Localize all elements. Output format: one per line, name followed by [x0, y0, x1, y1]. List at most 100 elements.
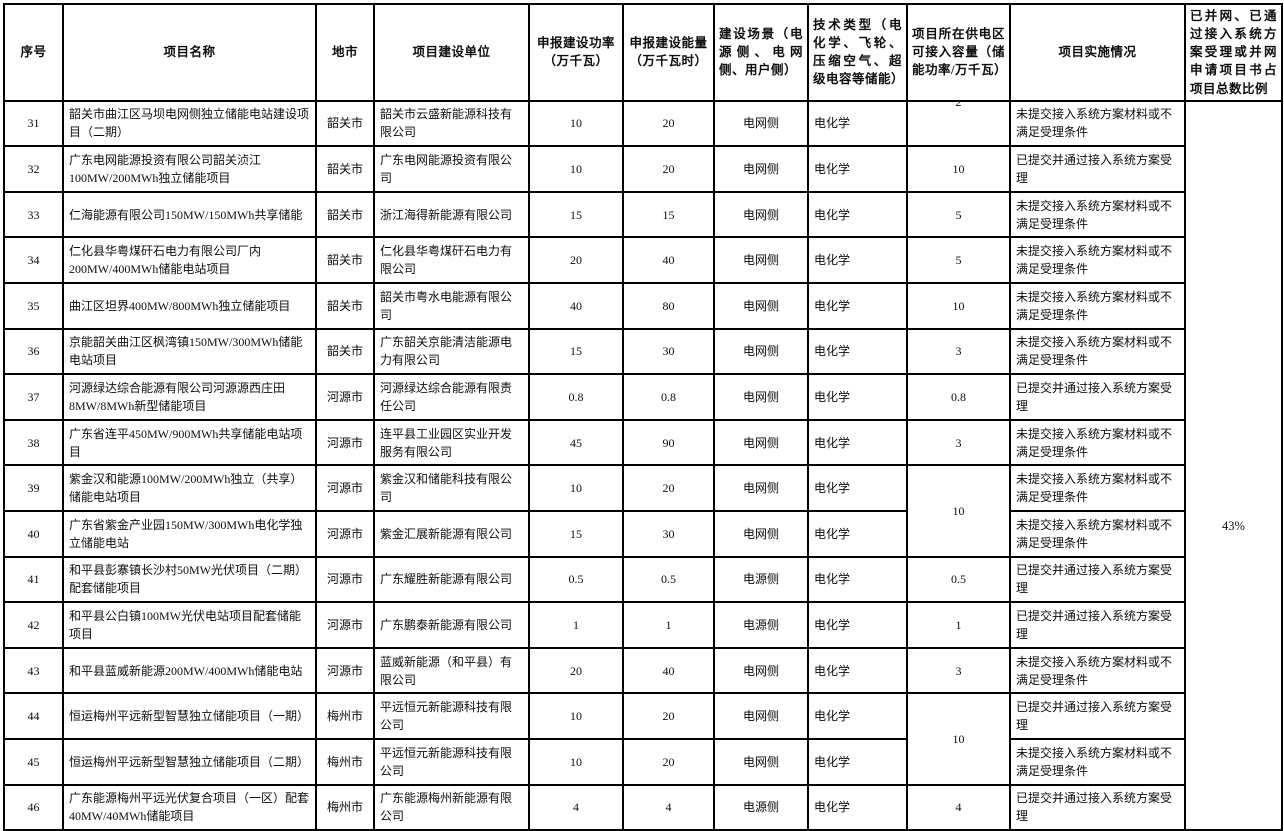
energy-cell: 20	[622, 692, 715, 740]
tech-type-cell: 电化学	[807, 190, 908, 239]
scenario-cell: 电源侧	[713, 555, 809, 604]
status-cell: 已提交并通过接入系统方案受理	[1009, 373, 1186, 421]
status-cell: 未提交接入系统方案材料或不满足受理条件	[1009, 99, 1186, 148]
table-row: 38 广东省连平450MW/900MWh共享储能电站项目 河源市 连平县工业园区实业开…	[3, 418, 1282, 467]
tech-type-cell: 电化学	[807, 373, 908, 421]
table-header: 序号 项目名称 地市 项目建设单位 申报建设功率（万千瓦） 申报建设能量（万千瓦…	[3, 3, 1283, 102]
power-cell: 10	[528, 464, 624, 512]
tech-type-cell: 电化学	[807, 646, 908, 695]
scenario-cell: 电源侧	[713, 783, 809, 831]
energy-cell: 90	[622, 418, 715, 467]
energy-cell: 20	[622, 464, 715, 512]
table-row: 33 仁海能源有限公司150MW/150MWh共享储能 韶关市 浙江海得新能源有限公司…	[3, 190, 1282, 239]
tech-type-cell: 电化学	[807, 464, 908, 512]
city-cell: 梅州市	[315, 737, 375, 786]
company-cell: 浙江海得新能源有限公司	[373, 190, 530, 239]
status-cell: 已提交并通过接入系统方案受理	[1009, 692, 1186, 740]
table-row: 36 京能韶关曲江区枫湾镇150MW/300MWh储能电站项目 韶关市 广东韶关京能清…	[3, 327, 1282, 376]
city-cell: 河源市	[315, 646, 375, 695]
serial-cell: 35	[3, 282, 64, 330]
company-cell: 广东能源梅州新能源有限公司	[373, 783, 530, 831]
table-row: 46 广东能源梅州平远光伏复合项目（一区）配套40MW/40MWh储能项目 梅州市广…	[3, 783, 1282, 831]
power-cell: 0.8	[528, 373, 624, 421]
project-name-cell: 仁海能源有限公司150MW/150MWh共享储能	[62, 190, 317, 239]
capacity-cell: 1	[906, 601, 1011, 649]
serial-cell: 44	[3, 692, 64, 740]
city-cell: 河源市	[315, 373, 375, 421]
energy-cell: 40	[622, 646, 715, 695]
scenario-cell: 电网侧	[713, 236, 809, 284]
project-name-cell: 广东省连平450MW/900MWh共享储能电站项目	[62, 418, 317, 467]
tech-type-cell: 电化学	[807, 692, 908, 740]
company-cell: 仁化县华粤煤矸石电力有限公司	[373, 236, 530, 284]
serial-cell: 42	[3, 601, 64, 649]
tech-type-cell: 电化学	[807, 282, 908, 330]
city-cell: 河源市	[315, 464, 375, 512]
project-name-cell: 广东电网能源投资有限公司韶关浈江100MW/200MWh独立储能项目	[62, 145, 317, 193]
project-name-cell: 广东能源梅州平远光伏复合项目（一区）配套40MW/40MWh储能项目	[62, 783, 317, 831]
clipped-carryover-value: 2	[955, 101, 962, 109]
project-name-cell: 紫金汉和能源100MW/200MWh独立（共享）储能电站项目	[62, 464, 317, 512]
scenario-cell: 电网侧	[713, 509, 809, 558]
serial-cell: 39	[3, 464, 64, 512]
city-cell: 韶关市	[315, 327, 375, 376]
project-name-cell: 和平县蓝威新能源200MW/400MWh储能电站	[62, 646, 317, 695]
status-cell: 已提交并通过接入系统方案受理	[1009, 555, 1186, 604]
company-cell: 平远恒元新能源科技有限公司	[373, 692, 530, 740]
col-header-energy: 申报建设能量（万千瓦时）	[622, 3, 715, 102]
scenario-cell: 电网侧	[713, 692, 809, 740]
city-cell: 韶关市	[315, 282, 375, 330]
status-cell: 未提交接入系统方案材料或不满足受理条件	[1009, 418, 1186, 467]
city-cell: 韶关市	[315, 190, 375, 239]
grid-ratio-cell: 43%	[1184, 99, 1283, 831]
company-cell: 韶关市云盛新能源科技有限公司	[373, 99, 530, 148]
city-cell: 河源市	[315, 509, 375, 558]
tech-type-cell: 电化学	[807, 737, 908, 786]
capacity-cell: 10	[906, 692, 1011, 786]
energy-cell: 1	[622, 601, 715, 649]
energy-storage-project-table: 序号 项目名称 地市 项目建设单位 申报建设功率（万千瓦） 申报建设能量（万千瓦…	[3, 3, 1283, 831]
serial-cell: 36	[3, 327, 64, 376]
company-cell: 平远恒元新能源科技有限公司	[373, 737, 530, 786]
table-row: 43 和平县蓝威新能源200MW/400MWh储能电站 河源市 蓝威新能源（和平县）有…	[3, 646, 1282, 695]
capacity-cell: 5	[906, 236, 1011, 284]
power-cell: 40	[528, 282, 624, 330]
city-cell: 梅州市	[315, 783, 375, 831]
scenario-cell: 电网侧	[713, 737, 809, 786]
table-row: 39 紫金汉和能源100MW/200MWh独立（共享）储能电站项目 河源市 紫金汉和储…	[3, 464, 1282, 558]
status-cell: 未提交接入系统方案材料或不满足受理条件	[1009, 464, 1186, 512]
status-cell: 未提交接入系统方案材料或不满足受理条件	[1009, 282, 1186, 330]
serial-cell: 34	[3, 236, 64, 284]
city-cell: 梅州市	[315, 692, 375, 740]
capacity-cell: 3	[906, 327, 1011, 376]
capacity-cell: 3	[906, 646, 1011, 695]
serial-cell: 43	[3, 646, 64, 695]
project-name-cell: 曲江区坦界400MW/800MWh独立储能项目	[62, 282, 317, 330]
capacity-cell: 10	[906, 282, 1011, 330]
status-cell: 未提交接入系统方案材料或不满足受理条件	[1009, 646, 1186, 695]
col-header-scenario: 建设场景（电源侧、电网侧、用户侧）	[713, 3, 809, 102]
tech-type-cell: 电化学	[807, 601, 908, 649]
status-cell: 未提交接入系统方案材料或不满足受理条件	[1009, 737, 1186, 786]
company-cell: 广东韶关京能清洁能源电力有限公司	[373, 327, 530, 376]
city-cell: 河源市	[315, 418, 375, 467]
status-cell: 未提交接入系统方案材料或不满足受理条件	[1009, 509, 1186, 558]
serial-cell: 33	[3, 190, 64, 239]
company-cell: 韶关市粤水电能源有限公司	[373, 282, 530, 330]
capacity-cell: 2	[906, 99, 1011, 148]
scenario-cell: 电网侧	[713, 327, 809, 376]
project-name-cell: 京能韶关曲江区枫湾镇150MW/300MWh储能电站项目	[62, 327, 317, 376]
project-name-cell: 恒运梅州平远新型智慧独立储能项目（二期）	[62, 737, 317, 786]
power-cell: 10	[528, 692, 624, 740]
power-cell: 10	[528, 737, 624, 786]
project-name-cell: 和平县彭寨镇长沙村50MW光伏项目（二期）配套储能项目	[62, 555, 317, 604]
scenario-cell: 电网侧	[713, 190, 809, 239]
serial-cell: 40	[3, 509, 64, 558]
status-cell: 未提交接入系统方案材料或不满足受理条件	[1009, 236, 1186, 284]
scenario-cell: 电网侧	[713, 646, 809, 695]
tech-type-cell: 电化学	[807, 236, 908, 284]
status-cell: 未提交接入系统方案材料或不满足受理条件	[1009, 190, 1186, 239]
energy-cell: 0.8	[622, 373, 715, 421]
company-cell: 连平县工业园区实业开发服务有限公司	[373, 418, 530, 467]
energy-cell: 20	[622, 99, 715, 148]
